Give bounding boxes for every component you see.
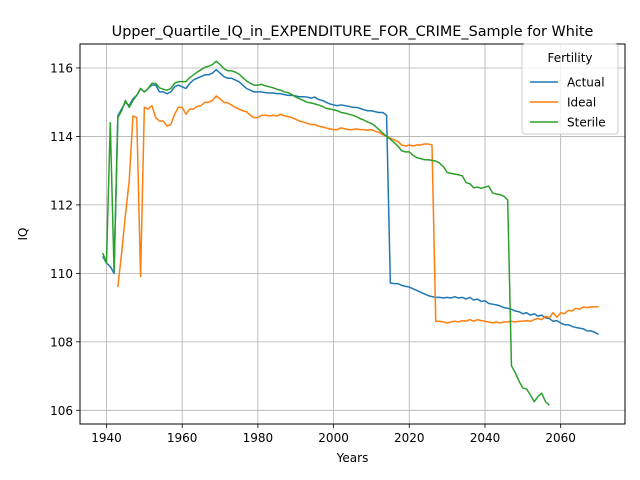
y-tick-label: 108 [50,335,73,349]
x-axis: 1940 1960 1980 2000 2020 2040 2060 [91,424,576,445]
series-line-actual [102,68,599,335]
y-tick-label: 112 [50,198,73,212]
y-axis-title: IQ [16,228,30,241]
legend-label-ideal: Ideal [567,96,596,110]
chart-title: Upper_Quartile_IQ_in_EXPENDITURE_FOR_CRI… [112,24,594,40]
y-tick-label: 110 [50,267,73,281]
y-tick-label: 114 [50,130,73,144]
y-tick-label: 106 [50,404,73,418]
y-axis: 106 108 110 112 114 116 [50,61,80,418]
plot-frame [79,43,626,425]
series-lines [102,60,599,406]
series-line-ideal [117,95,599,324]
legend-entries: Actual Ideal Sterile [530,76,606,130]
x-tick-label: 2040 [470,431,501,445]
series-line-sterile [102,60,550,406]
legend: Fertility Actual Ideal Sterile [521,43,619,135]
legend-title: Fertility [547,51,592,65]
x-tick-label: 1940 [91,431,122,445]
grid [80,44,625,424]
x-tick-label: 1960 [167,431,198,445]
x-tick-label: 2000 [318,431,349,445]
x-axis-title: Years [336,451,369,465]
x-tick-label: 1980 [243,431,274,445]
y-tick-label: 116 [50,61,73,75]
legend-label-sterile: Sterile [567,116,606,130]
x-tick-label: 2060 [545,431,576,445]
x-tick-label: 2020 [394,431,425,445]
legend-box [521,43,619,135]
legend-label-actual: Actual [567,76,605,90]
